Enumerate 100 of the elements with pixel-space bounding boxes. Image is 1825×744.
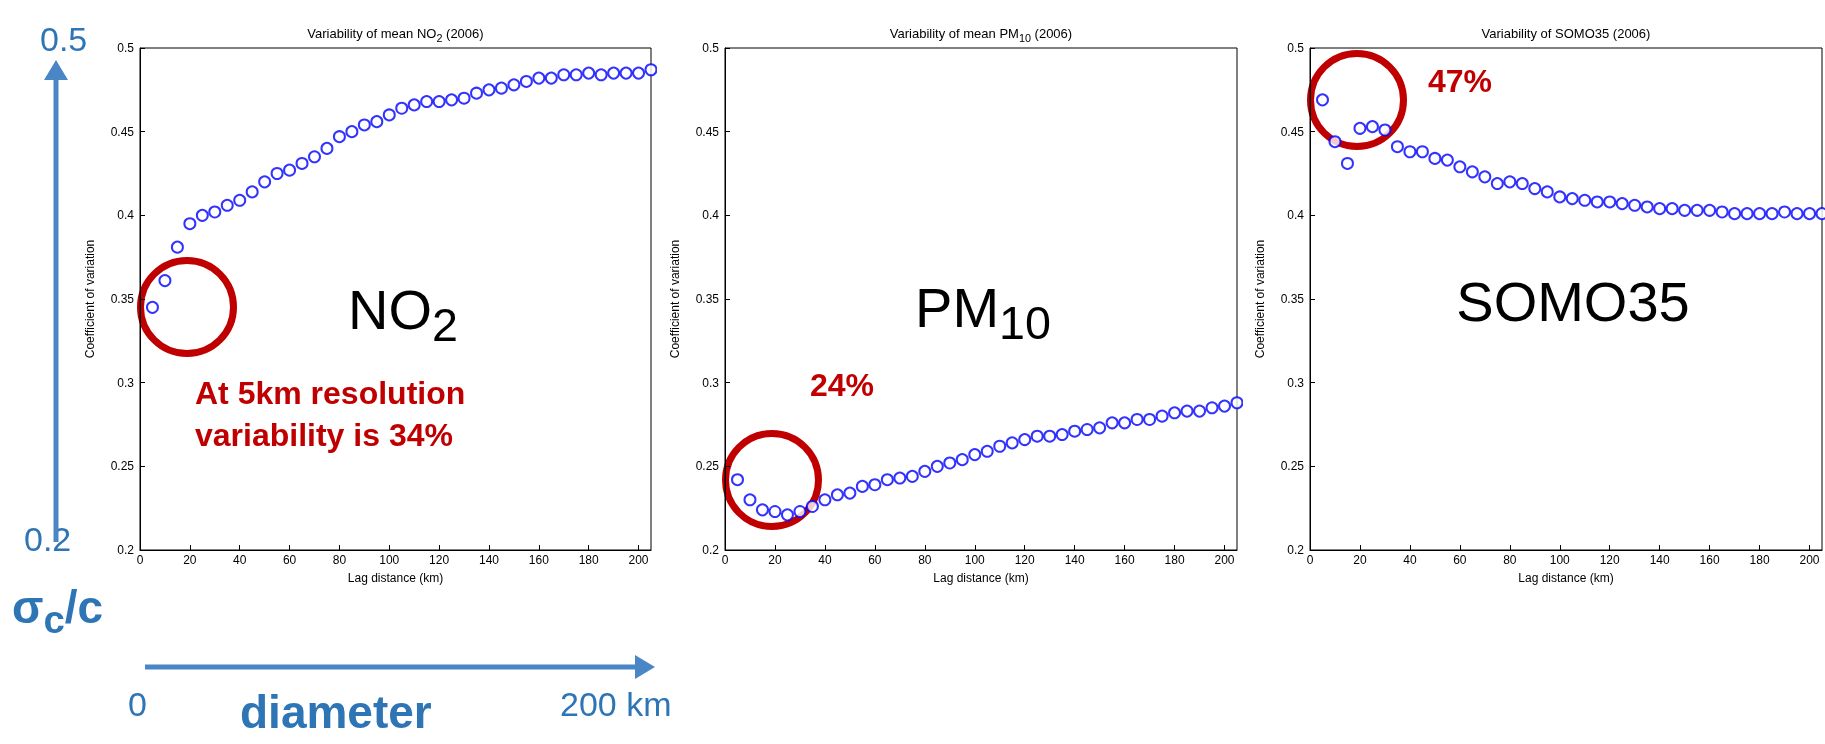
point (943, 456, 957, 470)
point (1105, 416, 1119, 430)
point (170, 240, 184, 254)
point (1030, 429, 1044, 443)
y-tick-label: 0.3 (1287, 375, 1305, 390)
point (1553, 190, 1567, 204)
y-axis-title: Coefficient of variation (1253, 239, 1267, 359)
point (332, 130, 346, 144)
annotation: 47% (1428, 62, 1493, 101)
point (270, 167, 284, 180)
point (1503, 175, 1517, 189)
point (395, 101, 409, 115)
x-tick-label: 160 (1114, 553, 1135, 567)
point (1528, 182, 1542, 196)
point (557, 68, 571, 82)
point (619, 66, 633, 80)
y-tick-label: 0.25 (1280, 459, 1305, 474)
point (544, 71, 558, 85)
point (1728, 207, 1742, 221)
x-tick-label: 120 (1014, 553, 1036, 567)
point (880, 473, 894, 487)
point (1690, 203, 1704, 217)
point (1143, 412, 1157, 426)
y-tick-label: 0.3 (702, 375, 720, 390)
point (158, 274, 172, 288)
y-tick-label: 0.45 (695, 124, 720, 139)
x-tick-label: 0 (721, 553, 729, 567)
point (1790, 207, 1804, 221)
point (1440, 153, 1454, 167)
point (632, 66, 646, 80)
chart-title: Variability of mean PM$_{10}$ (2006) (888, 26, 1074, 44)
x-tick-label: 120 (1599, 553, 1621, 567)
y-tick-label: 0.45 (1280, 124, 1305, 139)
point (245, 185, 259, 199)
point (905, 469, 919, 483)
y-tick-label: 0.4 (1287, 208, 1305, 223)
text: 0.2 (24, 520, 72, 559)
x-tick-label: 180 (578, 553, 600, 567)
point (1230, 396, 1243, 410)
x-tick-label: 60 (1453, 553, 1467, 567)
point (805, 500, 819, 513)
x-tick-label: 40 (818, 553, 832, 567)
point (145, 300, 159, 314)
point (1465, 165, 1479, 179)
chart-title: Variability of SOMO35 (2006) (1480, 26, 1652, 41)
point (1740, 207, 1754, 221)
point (382, 108, 396, 122)
x-tick-label: 20 (183, 553, 197, 567)
y-tick-label: 0.3 (117, 375, 135, 390)
point (1018, 433, 1032, 447)
x-tick-label: 160 (528, 553, 550, 567)
x-tick-label: 200 (1799, 553, 1820, 567)
x-tick-label: 180 (1164, 553, 1185, 567)
point (743, 493, 757, 507)
point (1353, 121, 1367, 135)
point (1565, 192, 1579, 206)
x-tick-label: 200 (628, 553, 649, 567)
x-tick-label: 80 (918, 553, 932, 567)
point (1055, 428, 1069, 442)
point (519, 74, 533, 88)
y-tick-label: 0.45 (110, 124, 135, 139)
point (1205, 401, 1219, 415)
point (1753, 207, 1767, 221)
y-axis-title: Coefficient of variation (668, 239, 682, 359)
x-tick-label: 40 (1403, 553, 1417, 567)
point (457, 91, 471, 105)
x-tick-label: 140 (478, 553, 500, 567)
point (569, 68, 583, 82)
point (1118, 416, 1132, 430)
point (893, 471, 907, 485)
y-tick-label: 0.25 (110, 459, 135, 474)
point (594, 68, 608, 82)
point (1378, 123, 1392, 137)
x-tick-label: 180 (1749, 553, 1770, 567)
point (283, 163, 297, 177)
text: 0 (128, 685, 147, 724)
point (855, 479, 869, 493)
point (1678, 203, 1692, 217)
point (1540, 185, 1554, 199)
point (793, 505, 807, 519)
annotation: 24% (810, 366, 875, 405)
point (470, 86, 484, 100)
point (1653, 202, 1667, 216)
point (308, 150, 321, 164)
x-tick-label: 160 (1699, 553, 1720, 567)
point (1155, 409, 1169, 423)
y-tick-label: 0.2 (1287, 543, 1305, 557)
point (644, 63, 657, 77)
point (420, 95, 434, 109)
point (370, 115, 384, 129)
point (432, 95, 446, 109)
point (295, 156, 309, 170)
x-tick-label: 80 (1503, 553, 1517, 567)
point (968, 448, 982, 462)
point (1615, 197, 1629, 211)
point (1640, 200, 1654, 214)
x-tick-label: 0 (136, 553, 144, 567)
point (731, 473, 744, 487)
y-tick-label: 0.2 (117, 543, 135, 557)
point (208, 205, 222, 219)
